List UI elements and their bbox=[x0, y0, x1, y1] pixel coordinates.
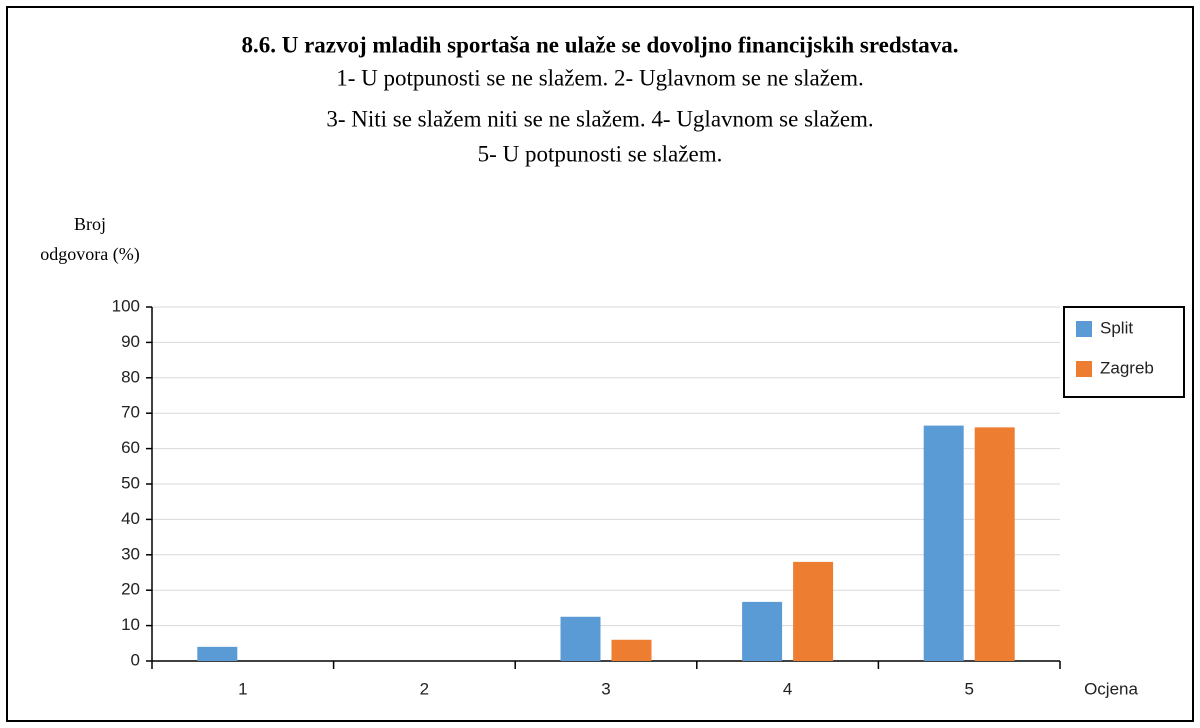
x-tick-label: 5 bbox=[964, 679, 973, 698]
x-tick-label: 3 bbox=[601, 679, 610, 698]
y-tick-label: 80 bbox=[121, 367, 140, 386]
y-tick-label: 70 bbox=[121, 403, 140, 422]
y-tick-label: 100 bbox=[112, 296, 140, 315]
y-tick-label: 30 bbox=[121, 544, 140, 563]
y-tick-label: 0 bbox=[131, 650, 140, 669]
x-tick-label: 1 bbox=[238, 679, 247, 698]
subtitle: 3- Niti se slažem niti se ne slažem. 4- … bbox=[326, 106, 873, 131]
y-tick-label: 50 bbox=[121, 473, 140, 492]
bar bbox=[923, 425, 964, 661]
bar bbox=[974, 427, 1015, 661]
bar bbox=[793, 561, 834, 661]
y-tick-label: 60 bbox=[121, 438, 140, 457]
legend-swatch bbox=[1076, 321, 1092, 337]
legend-label: Zagreb bbox=[1100, 358, 1154, 377]
subtitle: 1- U potpunosti se ne slažem. 2- Uglavno… bbox=[336, 65, 864, 90]
bar bbox=[197, 646, 238, 661]
subtitle: 5- U potpunosti se slažem. bbox=[478, 141, 723, 166]
y-axis-label: Broj bbox=[74, 214, 106, 234]
x-tick-label: 4 bbox=[783, 679, 792, 698]
y-tick-label: 40 bbox=[121, 509, 140, 528]
bar bbox=[560, 616, 601, 661]
legend-swatch bbox=[1076, 361, 1092, 377]
y-axis-label: odgovora (%) bbox=[40, 244, 139, 265]
y-tick-label: 10 bbox=[121, 615, 140, 634]
legend-label: Split bbox=[1100, 318, 1133, 337]
x-axis-label: Ocjena bbox=[1084, 679, 1138, 698]
chart-title: 8.6. U razvoj mladih sportaša ne ulaže s… bbox=[241, 32, 958, 57]
y-tick-label: 90 bbox=[121, 332, 140, 351]
bar bbox=[611, 639, 652, 661]
bar bbox=[742, 601, 783, 661]
y-tick-label: 20 bbox=[121, 580, 140, 599]
x-tick-label: 2 bbox=[420, 679, 429, 698]
